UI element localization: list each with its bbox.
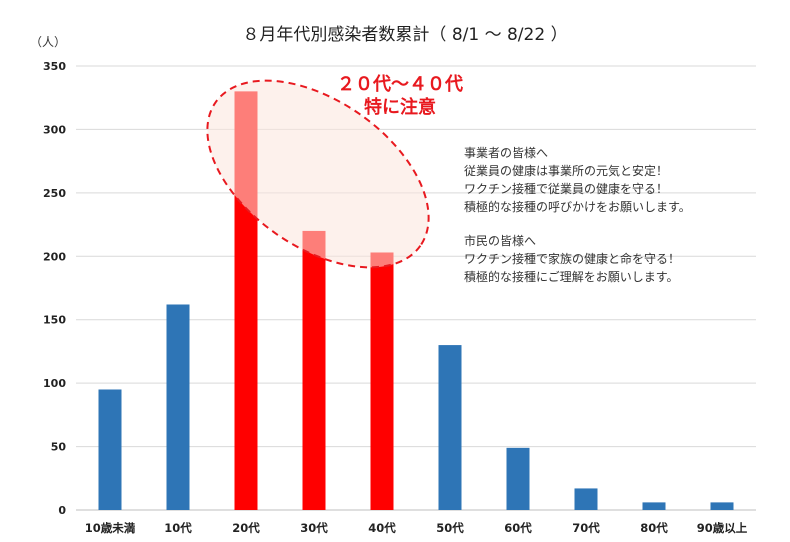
business-message-heading: 事業者の皆様へ	[464, 146, 548, 160]
chart-title: ８月年代別感染者数累計（ 8/1 ～ 8/22 ）	[242, 25, 567, 45]
emphasis-ellipse	[206, 79, 430, 269]
bar	[506, 447, 530, 510]
x-tick-label: 60代	[504, 521, 532, 535]
x-tick-label: 30代	[300, 521, 328, 535]
emphasis-line-1: ２０代～４０代	[337, 74, 463, 95]
bar	[710, 502, 734, 510]
x-axis-ticks: 10歳未満 10代 20代 30代 40代 50代 60代 70代 80代 90歳以上	[85, 521, 748, 535]
x-tick-label: 40代	[368, 521, 396, 535]
business-message-line: 従業員の健康は事業所の元気と安定！	[464, 163, 668, 178]
y-tick-label: 350	[43, 60, 66, 73]
bar	[574, 488, 598, 510]
x-tick-label: 80代	[640, 521, 668, 535]
x-tick-label: 10歳未満	[85, 521, 136, 535]
x-tick-label: 20代	[232, 521, 260, 535]
y-tick-label: 100	[43, 377, 66, 390]
x-tick-label: 50代	[436, 521, 464, 535]
x-tick-label: 90歳以上	[697, 521, 748, 535]
citizen-message-line: 積極的な接種にご理解をお願いします。	[464, 269, 679, 284]
y-tick-label: 250	[43, 187, 66, 200]
bar	[166, 304, 190, 510]
bar	[438, 345, 462, 510]
bar	[370, 252, 394, 511]
y-tick-label: 0	[58, 504, 66, 517]
y-axis-unit: （人）	[30, 35, 66, 49]
bar	[302, 230, 326, 510]
citizen-message-line: ワクチン接種で家族の健康と命を守る！	[464, 251, 680, 266]
citizen-message-heading: 市民の皆様へ	[464, 233, 536, 248]
x-tick-label: 70代	[572, 521, 600, 535]
y-axis-ticks: 0 50 100 150 200 250 300 350	[43, 60, 66, 517]
x-tick-label: 10代	[164, 521, 192, 535]
bar	[98, 389, 122, 510]
y-tick-label: 300	[43, 123, 66, 136]
bar	[642, 502, 666, 510]
emphasis-line-2: 特に注意	[364, 96, 436, 118]
y-tick-label: 150	[43, 314, 66, 327]
business-message-line: ワクチン接種で従業員の健康を守る！	[464, 181, 668, 196]
y-tick-label: 50	[51, 441, 67, 454]
business-message-line: 積極的な接種の呼びかけをお願いします。	[464, 199, 691, 214]
y-tick-label: 200	[43, 250, 66, 263]
bars	[98, 91, 734, 511]
